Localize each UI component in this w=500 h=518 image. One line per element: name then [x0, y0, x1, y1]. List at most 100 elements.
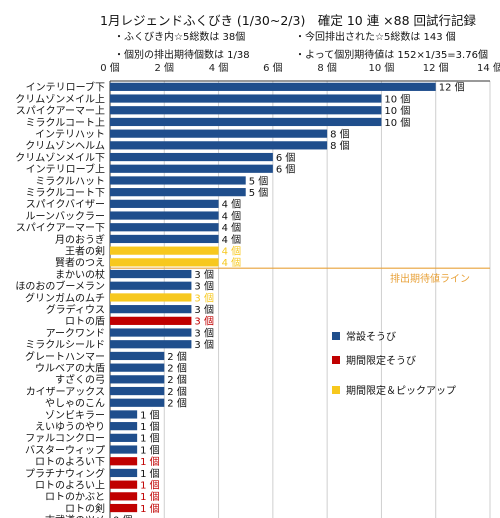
category-label: クリムゾンメイル上 [15, 93, 105, 105]
bar [110, 82, 436, 91]
bar-value-label: 4 個 [222, 233, 242, 246]
category-label: ミラクルシールド [25, 339, 105, 351]
bar [110, 480, 138, 489]
bar [110, 340, 192, 349]
bar-value-label: 1 個 [140, 490, 160, 503]
bar [110, 141, 328, 150]
bar-value-label: 5 個 [249, 186, 269, 199]
bar-value-label: 4 個 [222, 244, 242, 257]
x-tick-label: 2 個 [155, 61, 175, 74]
note-obtained-star5: ・今回排出された☆5総数は 143 個 [295, 32, 456, 43]
bar-value-label: 4 個 [222, 256, 242, 269]
bar [110, 106, 382, 115]
category-label: スパイクアーマー上 [16, 105, 105, 117]
legend-label-pickup: 期間限定＆ピックアップ [346, 384, 456, 397]
bar-value-label: 3 個 [194, 303, 214, 316]
bar [110, 94, 382, 103]
bar [110, 117, 382, 127]
note-expected-value: ・よって個別期待値は 152×1/35=3.76個 [295, 50, 488, 61]
x-tick-label: 14 個 [477, 61, 500, 74]
category-label: アークワンド [46, 327, 105, 339]
category-label: ほのおのブーメラン [15, 280, 105, 293]
bar [110, 492, 138, 501]
category-label: ロトのよろい上 [35, 479, 105, 491]
bar-value-label: 2 個 [167, 373, 187, 386]
category-label: インテリハット [35, 129, 105, 140]
bar-value-label: 10 個 [384, 116, 410, 129]
bar [110, 164, 273, 173]
category-label: やしゃのこん [45, 398, 105, 410]
bar-value-label: 1 個 [140, 408, 160, 421]
bar [110, 363, 165, 372]
bar-value-label: 2 個 [167, 350, 187, 363]
bar [110, 152, 273, 162]
category-label: 王者の剣 [65, 245, 105, 257]
bar [110, 293, 192, 302]
bar [110, 188, 246, 197]
bar-value-label: 1 個 [140, 467, 160, 480]
category-label: ミラクルコート下 [26, 187, 106, 199]
x-tick-label: 6 個 [263, 61, 283, 74]
bar-value-label: 1 個 [140, 478, 160, 491]
bar [110, 246, 219, 255]
bar [110, 386, 165, 396]
bar-value-label: 4 個 [222, 209, 242, 222]
bar-value-label: 3 個 [194, 338, 214, 351]
x-tick-label: 8 個 [317, 61, 337, 74]
bar [110, 375, 165, 384]
bar-value-label: 2 個 [167, 397, 187, 410]
category-label: えいゆうのやり [35, 421, 105, 433]
bar-value-label: 1 個 [140, 432, 160, 445]
category-label: インテリローブ上 [26, 163, 105, 176]
category-label: プラチナウィング [25, 467, 105, 480]
x-tick-label: 10 個 [368, 61, 394, 74]
bar [110, 199, 219, 208]
bar-value-label: 8 個 [330, 139, 350, 152]
category-label: クリムゾンメイル下 [15, 152, 105, 164]
category-label: ゾンビキラー [45, 409, 105, 421]
bar [110, 422, 138, 431]
category-label: まかいの杖 [55, 268, 105, 281]
category-label: バスターウィップ [25, 444, 105, 456]
legend-label-limited: 期間限定そうび [346, 354, 416, 367]
bar-value-label: 1 個 [140, 420, 160, 433]
category-label: スパイクバイザー [26, 199, 105, 211]
bar-value-label: 10 個 [384, 92, 410, 105]
bar-value-label: 3 個 [194, 315, 214, 328]
category-label: ウルベアの大盾 [35, 361, 105, 374]
bar-value-label: 3 個 [194, 326, 214, 339]
category-label: ミラクルハット [35, 175, 105, 187]
bar [110, 351, 165, 361]
legend-label-normal: 常設そうび [346, 330, 396, 343]
bar [110, 129, 328, 138]
bar [110, 410, 138, 419]
x-tick-label: 4 個 [209, 61, 229, 74]
bar [110, 468, 138, 478]
category-label: 月のおうぎ [55, 233, 105, 246]
bar [110, 433, 138, 442]
bar [110, 211, 219, 220]
category-label: カイザーアックス [26, 386, 105, 398]
category-label: グラディウス [46, 303, 105, 316]
bar [110, 269, 192, 279]
legend-swatch-pickup [332, 386, 340, 394]
bar-value-label: 0 個 [113, 514, 133, 518]
category-label: ルーンバックラー [26, 210, 106, 222]
bar-value-label: 10 個 [384, 104, 410, 117]
bar-value-label: 4 個 [222, 221, 242, 234]
bar [110, 176, 246, 185]
category-label: グリンガムのムチ [25, 291, 105, 304]
category-label: グレートハンマー [25, 350, 105, 363]
bar [110, 305, 192, 314]
category-label: ロトの盾 [65, 316, 105, 328]
chart-title: 1月レジェンドふくびき (1/30~2/3) 確定 10 連 ×88 回試行記録 [100, 13, 477, 28]
bar-value-label: 8 個 [330, 127, 350, 140]
category-label: ロトのよろい下 [35, 456, 105, 468]
category-label: クリムゾンヘルム [25, 140, 105, 152]
note-expected-ratio: ・個別の排出期待個数は 1/38 [114, 50, 250, 61]
category-label: ロトの剣 [65, 503, 105, 515]
bar [110, 316, 192, 325]
bar-value-label: 2 個 [167, 361, 187, 374]
bar [110, 457, 138, 466]
